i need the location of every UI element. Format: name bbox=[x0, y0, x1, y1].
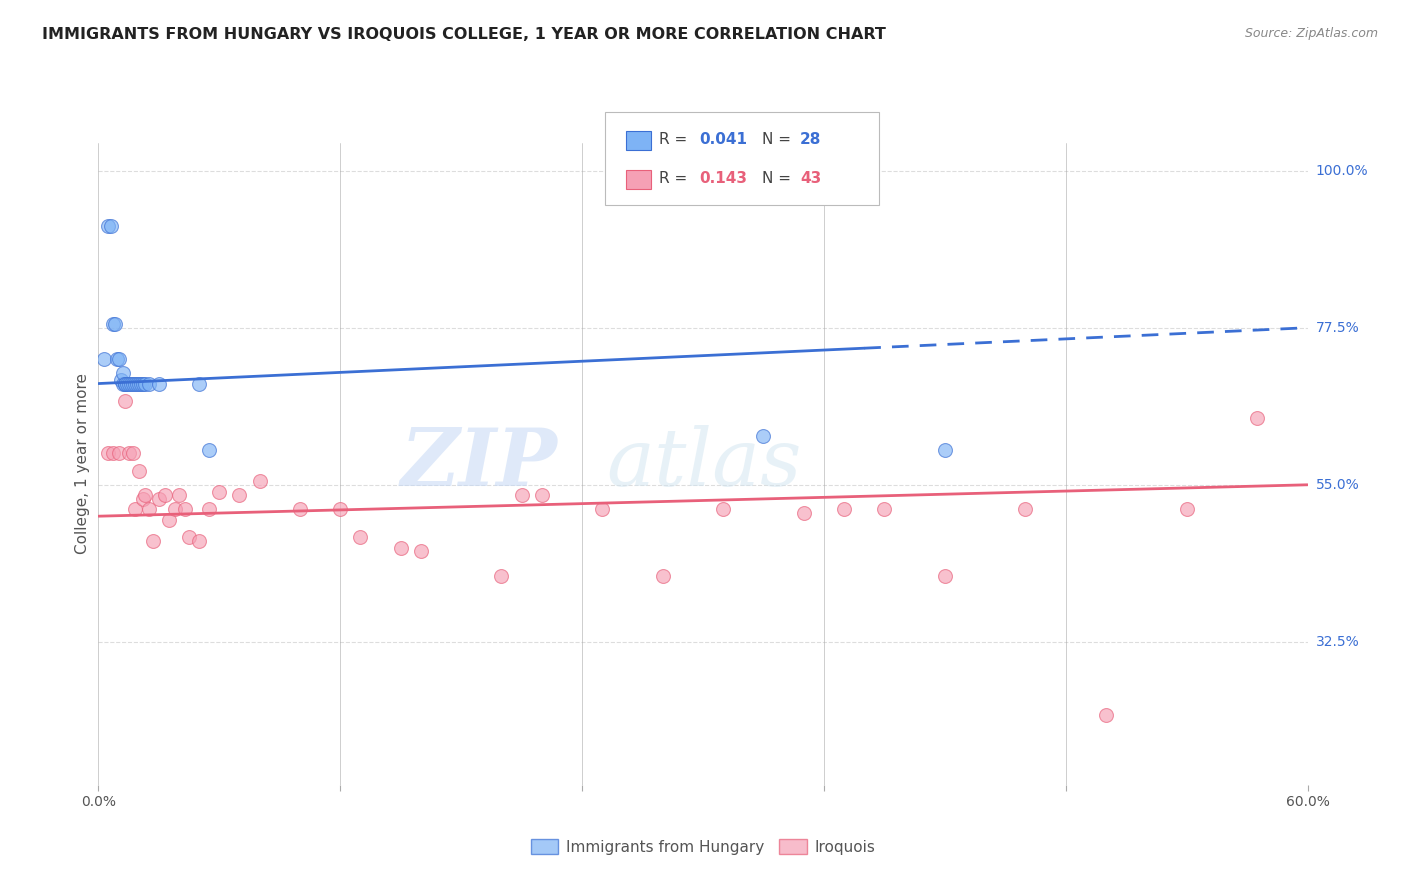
Point bbox=[934, 442, 956, 457]
Point bbox=[118, 376, 141, 391]
Point bbox=[510, 488, 533, 502]
Point bbox=[118, 446, 141, 460]
Point bbox=[1095, 708, 1118, 723]
Text: ZIP: ZIP bbox=[401, 425, 558, 502]
Point bbox=[832, 502, 855, 516]
Text: 55.0%: 55.0% bbox=[1316, 478, 1360, 491]
Point bbox=[132, 376, 155, 391]
Y-axis label: College, 1 year or more: College, 1 year or more bbox=[75, 374, 90, 554]
Point bbox=[142, 533, 165, 548]
Point bbox=[121, 446, 143, 460]
Point bbox=[111, 366, 134, 380]
Text: 28: 28 bbox=[800, 132, 821, 147]
Point bbox=[134, 488, 156, 502]
Point bbox=[198, 442, 221, 457]
Point bbox=[591, 502, 613, 516]
Point bbox=[120, 376, 142, 391]
Text: 0.041: 0.041 bbox=[699, 132, 747, 147]
Point bbox=[188, 376, 211, 391]
Point bbox=[711, 502, 734, 516]
Point bbox=[288, 502, 311, 516]
Point bbox=[129, 376, 152, 391]
Point bbox=[349, 530, 371, 544]
Text: R =: R = bbox=[659, 132, 693, 147]
Point bbox=[97, 446, 120, 460]
Point bbox=[107, 446, 129, 460]
Point bbox=[530, 488, 553, 502]
Text: 77.5%: 77.5% bbox=[1316, 321, 1360, 334]
Point bbox=[249, 475, 271, 489]
Point bbox=[793, 506, 815, 520]
Text: 100.0%: 100.0% bbox=[1316, 163, 1368, 178]
Point bbox=[329, 502, 352, 516]
Point bbox=[198, 502, 221, 516]
Point bbox=[873, 502, 896, 516]
Point bbox=[163, 502, 186, 516]
Point bbox=[101, 446, 124, 460]
Point bbox=[148, 376, 170, 391]
Point bbox=[107, 352, 129, 367]
Point bbox=[752, 429, 775, 443]
Point bbox=[134, 376, 156, 391]
Point bbox=[114, 376, 136, 391]
Text: 43: 43 bbox=[800, 171, 821, 186]
Text: atlas: atlas bbox=[606, 425, 801, 502]
Point bbox=[110, 373, 132, 387]
Point bbox=[101, 317, 124, 331]
Point bbox=[114, 394, 136, 409]
Point bbox=[111, 376, 134, 391]
Point bbox=[177, 530, 201, 544]
Point bbox=[128, 464, 150, 478]
Point bbox=[132, 491, 155, 506]
Point bbox=[121, 376, 143, 391]
Text: IMMIGRANTS FROM HUNGARY VS IROQUOIS COLLEGE, 1 YEAR OR MORE CORRELATION CHART: IMMIGRANTS FROM HUNGARY VS IROQUOIS COLL… bbox=[42, 27, 886, 42]
Text: 0.143: 0.143 bbox=[699, 171, 747, 186]
Point bbox=[114, 376, 136, 391]
Point bbox=[389, 541, 412, 555]
Point bbox=[409, 544, 432, 558]
Point bbox=[100, 219, 122, 234]
Point bbox=[208, 484, 231, 499]
Point bbox=[157, 513, 180, 527]
Text: N =: N = bbox=[762, 171, 796, 186]
Point bbox=[115, 376, 138, 391]
Text: N =: N = bbox=[762, 132, 796, 147]
Point bbox=[138, 376, 160, 391]
Point bbox=[188, 533, 211, 548]
Point bbox=[228, 488, 250, 502]
Point bbox=[125, 376, 148, 391]
Point bbox=[651, 568, 673, 582]
Point bbox=[1175, 502, 1198, 516]
Point bbox=[138, 502, 160, 516]
Point bbox=[128, 376, 150, 391]
Text: Source: ZipAtlas.com: Source: ZipAtlas.com bbox=[1244, 27, 1378, 40]
Point bbox=[124, 502, 146, 516]
Point bbox=[148, 491, 170, 506]
Text: 32.5%: 32.5% bbox=[1316, 635, 1360, 648]
Point bbox=[103, 317, 125, 331]
Point bbox=[491, 568, 513, 582]
Point bbox=[174, 502, 197, 516]
Point bbox=[1246, 411, 1268, 425]
Point bbox=[153, 488, 176, 502]
Text: R =: R = bbox=[659, 171, 693, 186]
Point bbox=[105, 352, 128, 367]
Point bbox=[934, 568, 956, 582]
Point bbox=[97, 219, 120, 234]
Point bbox=[93, 352, 115, 367]
Point bbox=[1014, 502, 1036, 516]
Point bbox=[124, 376, 146, 391]
Point bbox=[167, 488, 190, 502]
Legend: Immigrants from Hungary, Iroquois: Immigrants from Hungary, Iroquois bbox=[524, 833, 882, 861]
